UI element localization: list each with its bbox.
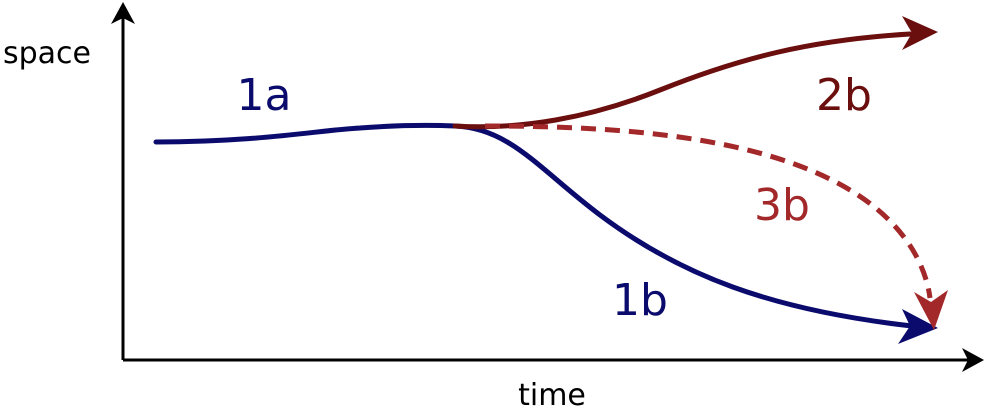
path-1a xyxy=(153,122,458,145)
path-2b-arrowhead xyxy=(902,16,938,50)
x-axis-arrowhead xyxy=(962,348,984,372)
path-3b xyxy=(484,123,933,299)
path-1b-arrowhead xyxy=(898,309,938,344)
x-axis-label: time xyxy=(518,378,586,409)
path-3b-arrowhead xyxy=(914,290,948,330)
label-1a: 1a xyxy=(237,70,292,121)
axes xyxy=(111,2,984,372)
label-1b: 1b xyxy=(612,275,668,326)
path-1b xyxy=(452,123,915,329)
label-3b: 3b xyxy=(754,180,810,231)
label-2b: 2b xyxy=(816,70,872,121)
y-axis-label: space xyxy=(3,36,91,71)
y-axis-arrowhead xyxy=(111,2,135,24)
